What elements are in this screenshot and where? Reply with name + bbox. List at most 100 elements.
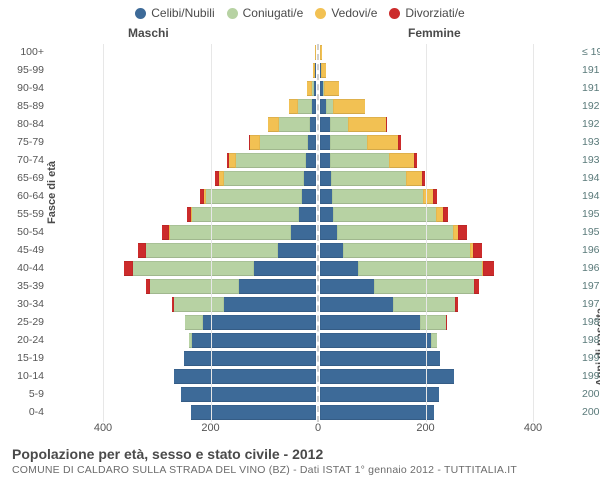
legend: Celibi/Nubili Coniugati/e Vedovi/e Divorzia… — [8, 6, 592, 22]
seg-celibi — [184, 351, 316, 366]
bar-male — [124, 261, 316, 276]
legend-label: Vedovi/e — [331, 6, 377, 20]
seg-divorziati — [398, 135, 400, 150]
seg-coniugati — [343, 243, 471, 258]
seg-celibi — [320, 405, 434, 420]
seg-coniugati — [431, 333, 437, 348]
age-label: 85-89 — [10, 100, 44, 112]
bar-female — [320, 243, 482, 258]
seg-celibi — [320, 171, 331, 186]
bar-male — [138, 243, 316, 258]
bar-female — [320, 225, 467, 240]
seg-vedovi — [250, 135, 260, 150]
bar-female — [320, 135, 401, 150]
seg-celibi — [239, 279, 316, 294]
birth-year-label: ≤ 1911 — [582, 46, 600, 58]
seg-coniugati — [393, 297, 455, 312]
seg-coniugati — [330, 117, 348, 132]
bar-female — [320, 261, 494, 276]
bar-female — [320, 207, 448, 222]
legend-item-coniugati: Coniugati/e — [227, 6, 304, 20]
seg-divorziati — [414, 153, 417, 168]
gridline — [426, 44, 427, 422]
female-header: Femmine — [408, 26, 461, 40]
seg-divorziati — [483, 261, 494, 276]
seg-celibi — [320, 117, 330, 132]
legend-item-vedovi: Vedovi/e — [315, 6, 377, 20]
birth-year-label: 1952-1956 — [582, 208, 600, 220]
birth-year-label: 2007-2011 — [582, 406, 600, 418]
legend-item-divorziati: Divorziati/e — [389, 6, 464, 20]
bar-male — [249, 135, 316, 150]
midline — [317, 44, 319, 422]
birth-year-label: 1987-1991 — [582, 334, 600, 346]
bar-male — [174, 369, 316, 384]
seg-divorziati — [458, 225, 468, 240]
birth-year-label: 1982-1986 — [582, 316, 600, 328]
age-label: 20-24 — [10, 334, 44, 346]
seg-celibi — [299, 207, 316, 222]
birth-year-label: 1967-1971 — [582, 262, 600, 274]
bar-male — [181, 387, 316, 402]
seg-celibi — [278, 243, 316, 258]
bar-female — [320, 171, 425, 186]
age-label: 30-34 — [10, 298, 44, 310]
bar-female — [320, 405, 434, 420]
seg-coniugati — [146, 243, 278, 258]
birth-year-label: 1937-1941 — [582, 154, 600, 166]
age-label: 95-99 — [10, 64, 44, 76]
bar-male — [289, 99, 316, 114]
seg-vedovi — [229, 153, 237, 168]
bar-female — [320, 189, 437, 204]
birth-year-label: 1962-1966 — [582, 244, 600, 256]
seg-celibi — [174, 369, 316, 384]
seg-vedovi — [315, 45, 316, 60]
seg-divorziati — [446, 315, 447, 330]
seg-coniugati — [260, 135, 308, 150]
gridline — [103, 44, 104, 422]
seg-divorziati — [473, 243, 483, 258]
seg-celibi — [308, 135, 316, 150]
age-label: 60-64 — [10, 190, 44, 202]
bar-male — [307, 81, 316, 96]
seg-coniugati — [185, 315, 203, 330]
bar-male — [313, 63, 316, 78]
bar-male — [172, 297, 316, 312]
x-axis: 4002000200400 — [48, 422, 588, 440]
birth-year-label: 1932-1936 — [582, 136, 600, 148]
swatch-icon — [135, 8, 146, 19]
seg-celibi — [315, 63, 316, 78]
seg-divorziati — [386, 117, 387, 132]
seg-celibi — [320, 189, 332, 204]
legend-label: Celibi/Nubili — [151, 6, 214, 20]
birth-year-label: 1942-1946 — [582, 172, 600, 184]
legend-item-celibi: Celibi/Nubili — [135, 6, 214, 20]
seg-divorziati — [474, 279, 479, 294]
seg-divorziati — [443, 207, 448, 222]
bar-male — [268, 117, 316, 132]
seg-coniugati — [330, 153, 389, 168]
seg-vedovi — [389, 153, 414, 168]
birth-year-label: 1917-1921 — [582, 82, 600, 94]
seg-coniugati — [236, 153, 306, 168]
bar-female — [320, 297, 458, 312]
seg-coniugati — [420, 315, 446, 330]
age-label: 80-84 — [10, 118, 44, 130]
seg-celibi — [304, 171, 316, 186]
seg-celibi — [320, 279, 374, 294]
seg-divorziati — [138, 243, 147, 258]
birth-year-label: 1922-1926 — [582, 100, 600, 112]
bar-male — [189, 333, 316, 348]
seg-coniugati — [298, 99, 312, 114]
chart-subtitle: COMUNE DI CALDARO SULLA STRADA DEL VINO … — [12, 464, 592, 476]
age-label: 70-74 — [10, 154, 44, 166]
birth-year-label: 1927-1931 — [582, 118, 600, 130]
birth-year-label: 1992-1996 — [582, 352, 600, 364]
seg-coniugati — [224, 171, 305, 186]
seg-coniugati — [150, 279, 238, 294]
seg-vedovi — [406, 171, 422, 186]
seg-coniugati — [170, 225, 291, 240]
birth-year-label: 1912-1916 — [582, 64, 600, 76]
gridline — [533, 44, 534, 422]
seg-vedovi — [333, 99, 365, 114]
